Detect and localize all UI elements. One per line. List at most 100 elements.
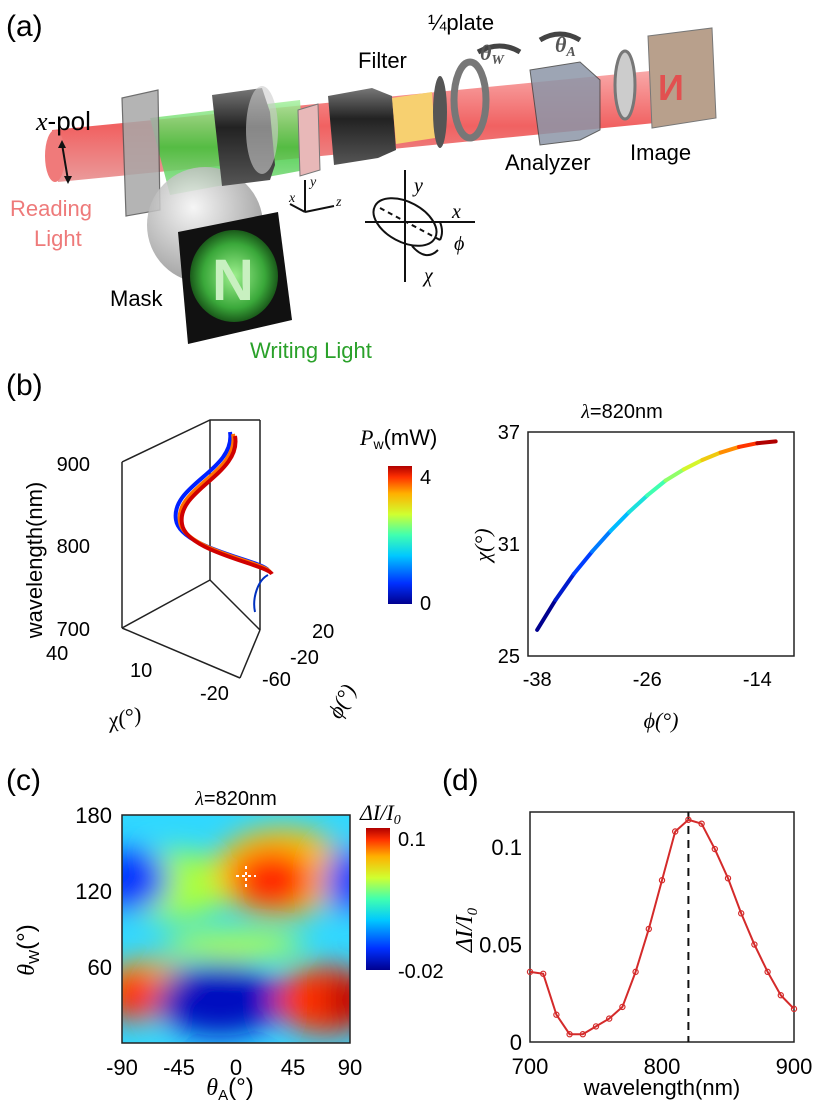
xpol-label: x-pol <box>35 106 91 136</box>
d-ytick: 0.05 <box>479 933 522 958</box>
reading-light-label-1: Reading <box>10 196 92 221</box>
c-xtick: -45 <box>163 1055 195 1080</box>
c-xtick: 45 <box>281 1055 305 1080</box>
mask-letter: N <box>212 248 254 313</box>
quarter-plate <box>450 58 490 142</box>
phi-tick-m20: -20 <box>290 647 319 669</box>
b-right-segment <box>755 439 778 446</box>
svg-text:z: z <box>335 195 342 210</box>
b-right-segment <box>590 528 613 554</box>
b-right-ytick: 25 <box>498 646 520 668</box>
b-right-frame <box>527 431 795 657</box>
c-xlabel: θA(°) <box>206 1074 253 1104</box>
b-right-plot <box>535 439 778 632</box>
b-right-segment <box>571 549 595 576</box>
analyzer-label: Analyzer <box>505 150 591 175</box>
b-right-title: λ=820nm <box>580 401 663 423</box>
pw-colorbar-max: 4 <box>420 467 431 489</box>
phi-axis-label: ϕ(°) <box>322 680 360 723</box>
phi-tick-20: 20 <box>312 621 334 643</box>
quarter-plate-label: ¼plate <box>428 10 494 35</box>
d-point <box>672 828 679 835</box>
c-ytick: 60 <box>88 955 112 980</box>
rotation-arrow-w <box>476 43 522 55</box>
panel-c-label: (c) <box>6 764 41 797</box>
b-right-segment <box>700 450 723 462</box>
b-right-segment <box>608 510 631 533</box>
panel-a: (a) И N <box>6 10 717 363</box>
d-series-line <box>529 818 795 1036</box>
d-point <box>724 875 732 882</box>
writing-light-label: Writing Light <box>250 338 372 363</box>
analyzer-cube <box>529 61 601 146</box>
box-3d <box>121 419 261 679</box>
chi-tick-m20: -20 <box>200 683 229 705</box>
d-point <box>645 925 653 933</box>
d-point <box>751 941 758 948</box>
b-right-segment <box>736 441 760 449</box>
c-title: λ=820nm <box>194 788 277 810</box>
d-point <box>579 1031 587 1038</box>
pw-colorbar <box>388 466 412 604</box>
b-right-ytick: 37 <box>498 422 520 444</box>
heatmap-marker <box>236 866 256 888</box>
d-xtick: 700 <box>512 1054 549 1079</box>
d-ytick: 0 <box>510 1030 522 1055</box>
objective-2 <box>328 88 396 165</box>
c-colorbar-max: 0.1 <box>398 829 426 851</box>
image-lens <box>613 49 637 121</box>
c-xtick: 90 <box>338 1055 362 1080</box>
c-ylabel: θW(°) <box>13 924 43 976</box>
d-point <box>711 845 719 853</box>
wl-tick-900: 900 <box>57 454 90 476</box>
c-colorbar-title: ΔI/I0 <box>359 800 401 828</box>
c-xtick: -90 <box>106 1055 138 1080</box>
pol-arrow <box>61 143 69 181</box>
image-label: Image <box>630 140 691 165</box>
reading-light-label-2: Light <box>34 226 82 251</box>
heatmap-frame <box>121 814 351 1044</box>
filtered-beam <box>392 92 435 144</box>
b-right-segment <box>718 444 741 455</box>
b-right-segment <box>626 493 650 515</box>
pw-colorbar-title: Pw(mW) <box>359 425 437 452</box>
panel-d: (d) 700 800 900 0 0.05 0.1 ΔI/I0 wavelength(n… <box>442 764 812 1100</box>
d-ticks: 700 800 900 0 0.05 0.1 <box>479 835 812 1079</box>
d-xlabel: wavelength(nm) <box>583 1075 741 1100</box>
d-point <box>738 910 745 917</box>
d-point <box>592 1023 600 1030</box>
d-ylabel: ΔI/I0 <box>452 907 481 953</box>
mask-disk <box>190 230 278 322</box>
b-right-xtick: -38 <box>523 669 552 691</box>
panel-d-label: (d) <box>442 764 479 797</box>
b-right-xtick: -14 <box>743 669 772 691</box>
d-point <box>540 970 547 977</box>
d-ytick: 0.1 <box>491 835 522 860</box>
c-colorbar-min: -0.02 <box>398 961 444 983</box>
panel-a-label: (a) <box>6 10 43 43</box>
d-point <box>658 877 666 884</box>
b-right-segment <box>535 598 558 632</box>
pw-colorbar-min: 0 <box>420 593 431 615</box>
wl-tick-700: 700 <box>57 619 90 641</box>
wavelength-axis-label: wavelength(nm) <box>22 482 47 640</box>
c-ticks: -90 -45 0 45 90 60 120 180 <box>75 803 362 1080</box>
chi-symbol: χ <box>422 265 434 287</box>
c-xtick: 0 <box>230 1055 242 1080</box>
c-ytick: 180 <box>75 803 112 828</box>
phi-tick-m60: -60 <box>262 669 291 691</box>
b-right-segment <box>663 467 686 483</box>
helix-curves <box>173 431 274 613</box>
image-glyph: И <box>658 67 684 108</box>
polarization-ellipse <box>365 170 475 282</box>
d-point <box>553 1011 560 1018</box>
d-point <box>698 820 705 827</box>
beam-entry <box>45 130 65 182</box>
chi-axis-label: χ(°) <box>104 702 144 734</box>
d-point <box>619 1003 626 1011</box>
d-point <box>526 968 534 976</box>
d-point <box>764 968 771 976</box>
d-point <box>777 992 785 999</box>
filter-label: Filter <box>358 48 407 73</box>
